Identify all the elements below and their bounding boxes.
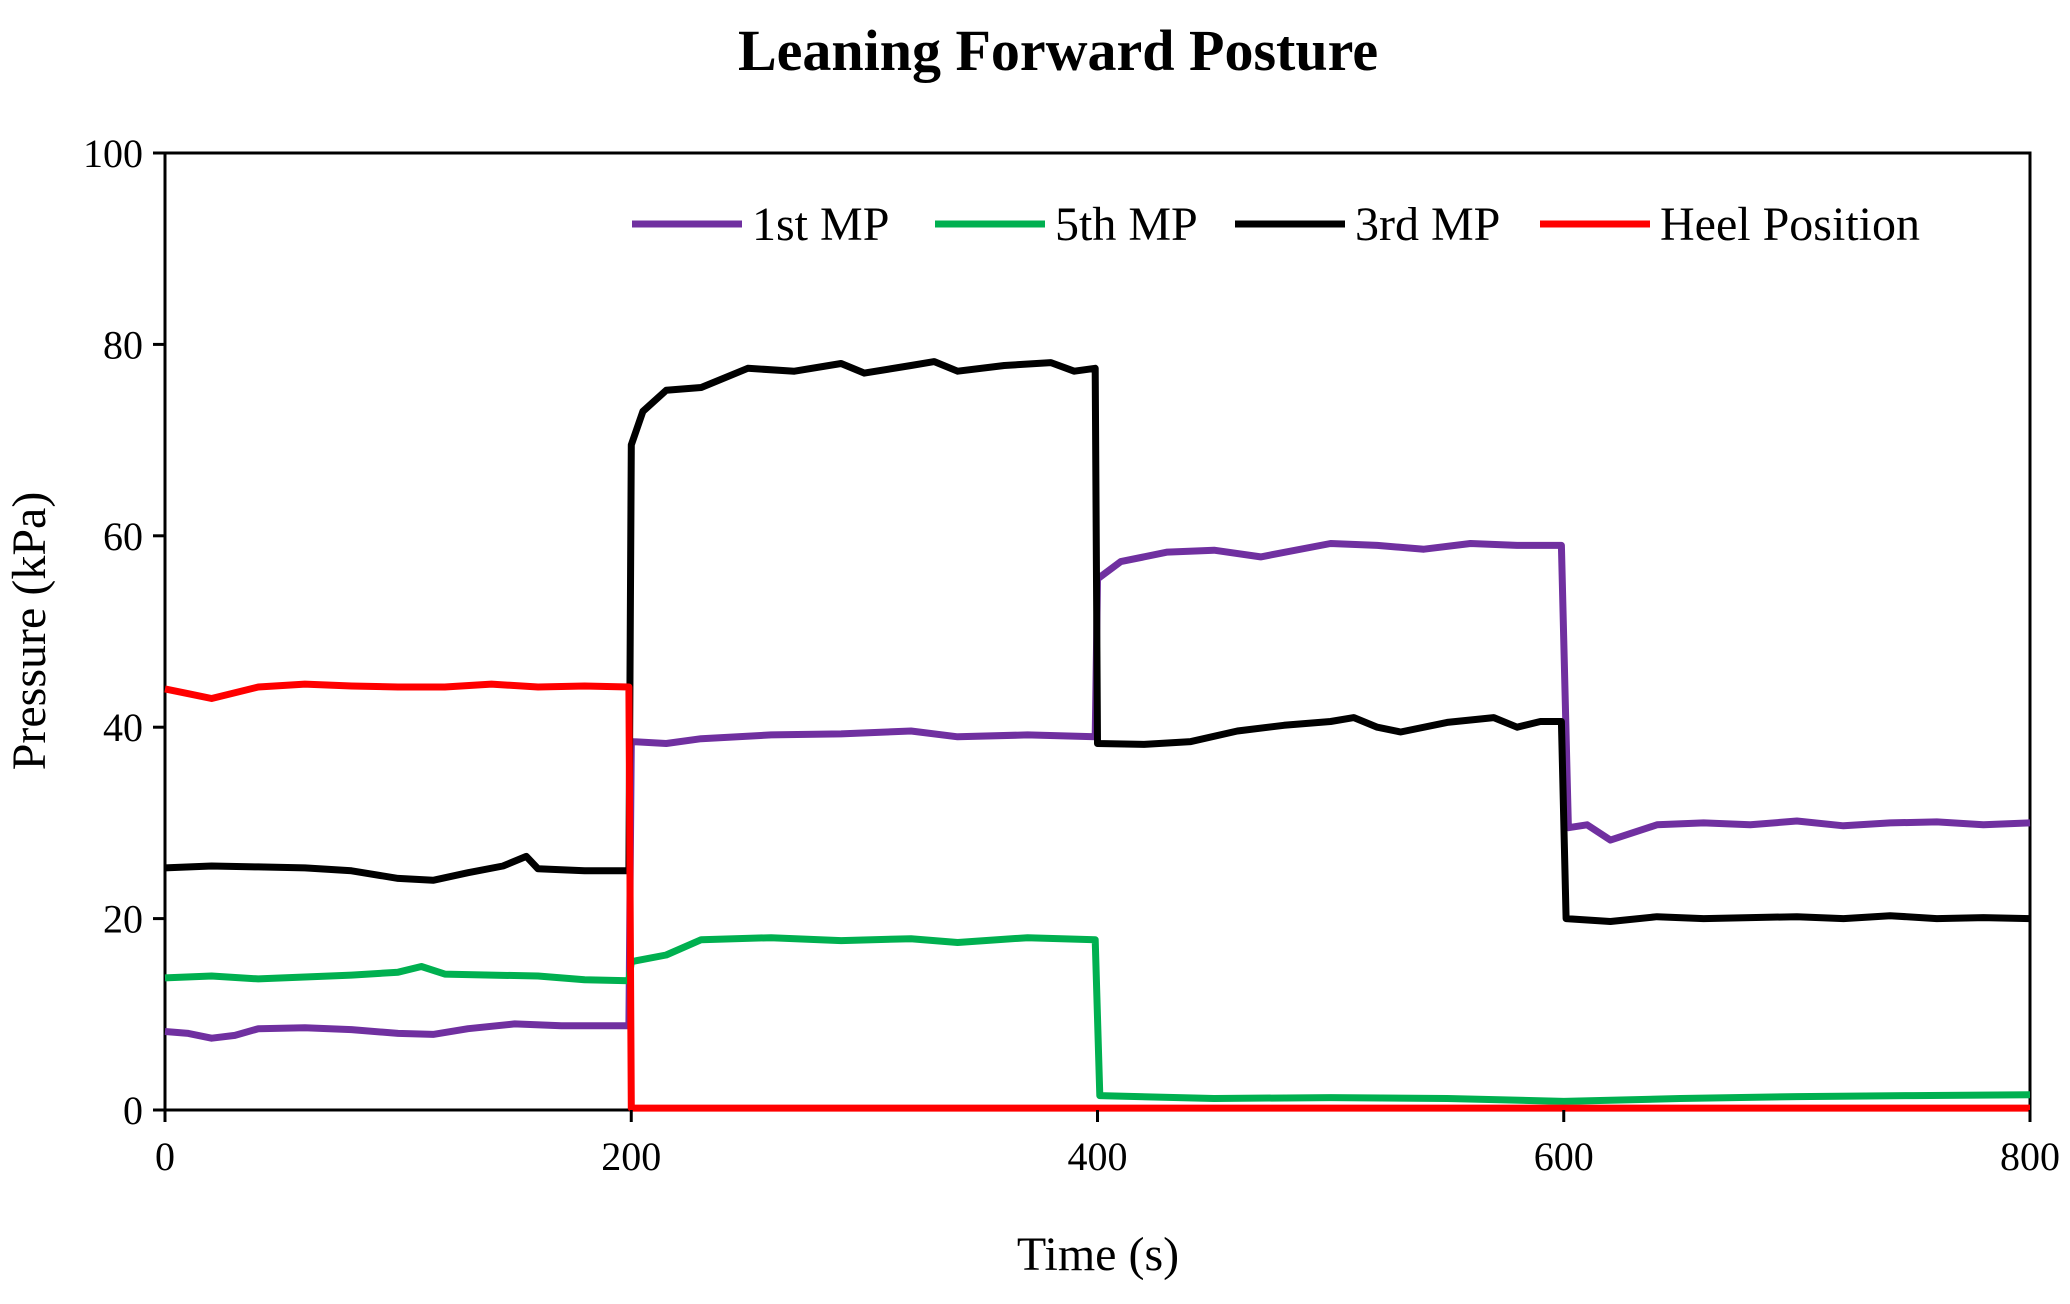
series-line-5th-mp xyxy=(164,934,2031,1105)
legend: 1st MP 5th MP 3rd MP Heel Position xyxy=(632,198,1920,251)
series-line-3rd-mp xyxy=(164,358,2031,925)
x-tick-label: 0 xyxy=(155,1134,175,1179)
x-axis-label: Time (s) xyxy=(1017,1228,1179,1281)
y-tick-label: 100 xyxy=(83,131,143,176)
chart-title: Leaning Forward Posture xyxy=(738,18,1378,83)
y-tick-label: 0 xyxy=(123,1088,143,1133)
x-tick-label: 200 xyxy=(601,1134,661,1179)
y-tick-label: 20 xyxy=(103,897,143,942)
legend-label: 1st MP xyxy=(752,198,889,251)
legend-label: 3rd MP xyxy=(1355,198,1500,251)
y-tick-label: 80 xyxy=(103,322,143,367)
series-line-heel-position xyxy=(164,680,2030,1112)
x-tick-label: 800 xyxy=(2000,1134,2060,1179)
y-tick-label: 60 xyxy=(103,514,143,559)
x-tick-label: 400 xyxy=(1068,1134,1128,1179)
y-tick-label: 40 xyxy=(103,705,143,750)
legend-label: 5th MP xyxy=(1055,198,1198,251)
legend-label: Heel Position xyxy=(1660,198,1920,251)
y-axis-label: Pressure (kPa) xyxy=(3,492,56,771)
x-tick-label: 600 xyxy=(1534,1134,1594,1179)
axes: 0 20 40 60 80 100 0 200 400 600 800 xyxy=(83,131,2060,1179)
series-lines xyxy=(164,358,2031,1112)
